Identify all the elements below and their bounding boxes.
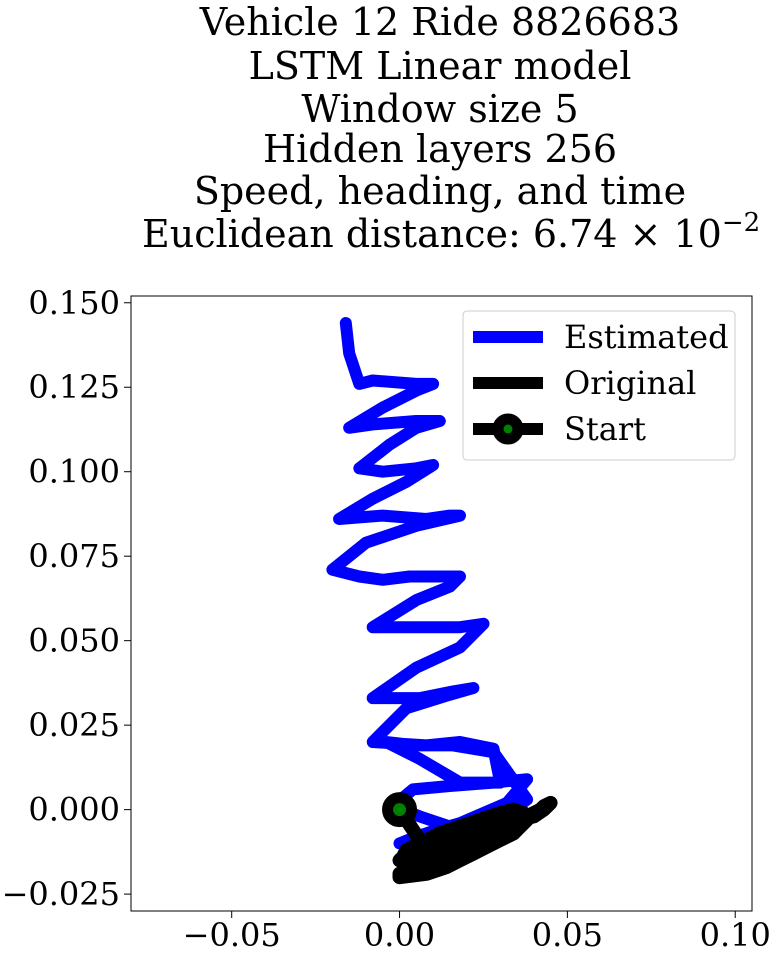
x-tick-label: 0.00 [364,916,435,954]
y-tick-label: 0.125 [28,368,120,406]
y-tick-label: 0.100 [28,453,120,491]
legend-estimated-label: Estimated [564,318,729,356]
legend-box [462,310,736,461]
x-tick-label: 0.05 [532,916,603,954]
y-tick-label: −0.025 [2,875,120,913]
x-tick-label: 0.10 [700,916,771,954]
axes: −0.05 0.00 0.05 0.10 0.150 0.125 0.100 0.075 0.0… [2,284,771,954]
x-tick-label: −0.05 [183,916,281,954]
chart-title: Vehicle 12 Ride 8826683 LSTM Linear mode… [142,0,760,256]
y-tick-label: 0.150 [28,284,120,322]
series-line-original [392,795,558,885]
title-line-6: Euclidean distance: 6.74 × 10−2 [142,208,760,256]
legend-start-label: Start [564,410,646,448]
y-tick-label: 0.025 [28,706,120,744]
y-tick-label: 0.050 [28,622,120,660]
title-line-3: Window size 5 [301,87,578,131]
title-line-2: LSTM Linear model [249,44,632,88]
title-line-6-exponent: −2 [722,208,760,238]
legend-original-label: Original [564,364,696,402]
y-tick-label: 0.075 [28,537,120,575]
plot-area [326,317,558,885]
title-line-5: Speed, heading, and time [194,169,686,213]
legend: Estimated Original Start [462,310,736,461]
start-marker [382,792,418,828]
title-line-4: Hidden layers 256 [263,127,617,171]
title-line-6-base: Euclidean distance: 6.74 × 10 [142,212,722,256]
title-line-1: Vehicle 12 Ride 8826683 [199,0,680,44]
y-tick-label: 0.000 [28,791,120,829]
legend-start-marker [492,413,524,445]
series-layer [326,317,558,885]
plot-frame [130,295,753,912]
